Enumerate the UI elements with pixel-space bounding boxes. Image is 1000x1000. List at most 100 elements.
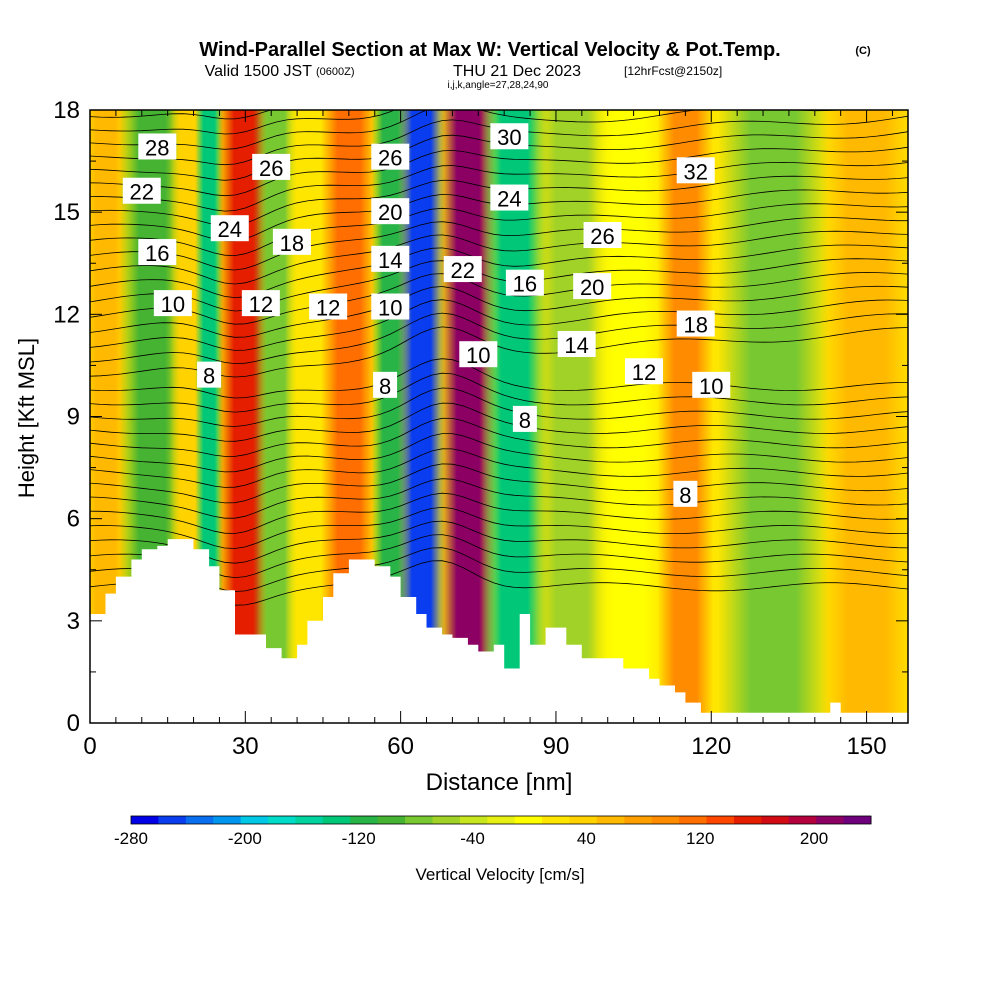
forecast-tag: [12hrFcst@2150z] — [624, 64, 722, 78]
y-tick-label: 0 — [67, 710, 80, 737]
colorbar-swatch — [733, 816, 762, 824]
isentrope-line — [90, 312, 908, 365]
y-tick-label: 3 — [67, 608, 80, 635]
isentrope-line — [90, 372, 908, 413]
contour-label: 20 — [573, 273, 612, 300]
contour-label-box — [371, 143, 410, 170]
isentrope-line — [90, 520, 908, 564]
colorbar-tick-label: 200 — [800, 829, 828, 848]
contour-label-box — [512, 405, 537, 432]
contour-label-text: 18 — [280, 231, 304, 256]
contour-label: 28 — [138, 133, 177, 160]
contour-label-box — [309, 293, 348, 320]
contour-label-box — [443, 256, 482, 283]
isentrope-line — [90, 230, 908, 285]
colorbar-swatch — [651, 816, 680, 824]
contour-label-box — [490, 123, 529, 150]
terrain-mask — [90, 539, 908, 723]
contour-label-box — [371, 245, 410, 272]
colorbar-swatch — [679, 816, 708, 824]
valid-utc: (0600Z) — [316, 66, 355, 78]
contour-label-text: 8 — [379, 374, 391, 399]
colorbar-tick-label: -120 — [342, 829, 376, 848]
indices-label: i,j,k,angle=27,28,24,90 — [448, 80, 549, 91]
colorbar-title: Vertical Velocity [cm/s] — [415, 865, 584, 884]
y-tick-label: 18 — [53, 97, 80, 124]
isentrope-line — [90, 506, 908, 549]
colorbar-swatch — [185, 816, 214, 824]
chart-subtitle: Valid 1500 JST (0600Z) THU 21 Dec 2023 [… — [205, 63, 723, 80]
isentrope-line — [90, 463, 908, 504]
copyright-mark: (C) — [855, 45, 871, 57]
contour-label: 18 — [676, 310, 715, 338]
contour-label: 12 — [309, 293, 348, 321]
colorbar-swatch — [569, 816, 598, 824]
contour-label: 8 — [373, 371, 398, 399]
contour-label-text: 24 — [218, 217, 242, 242]
contour-label-text: 18 — [683, 313, 707, 338]
y-axis-title: Height [Kft MSL] — [14, 338, 39, 498]
contour-label: 12 — [241, 290, 280, 317]
isentrope-line — [90, 110, 845, 150]
colorbar-swatch — [131, 816, 159, 824]
colorbar-swatch — [788, 816, 817, 824]
contour-label-text: 8 — [203, 364, 215, 389]
contour-label-box — [676, 310, 715, 337]
contour-label: 8 — [512, 405, 537, 433]
colorbar-swatch — [624, 816, 653, 824]
colorbar-swatch — [322, 816, 351, 824]
x-tick-label: 60 — [387, 733, 414, 760]
contour-label-box — [252, 153, 291, 180]
colorbar-swatch — [459, 816, 488, 824]
contour-label: 26 — [252, 153, 291, 181]
contour-label-text: 10 — [161, 292, 185, 317]
contour-label-box — [573, 273, 612, 300]
contour-label: 30 — [490, 123, 529, 150]
colorbar-swatch — [295, 816, 324, 824]
y-tick-label: 12 — [53, 301, 80, 328]
contour-label: 10 — [371, 293, 410, 321]
contour-label: 14 — [557, 330, 596, 358]
contour-label: 22 — [443, 256, 482, 283]
contour-label-box — [138, 133, 177, 160]
contour-label-box — [373, 371, 398, 398]
contour-label: 10 — [692, 371, 731, 399]
contour-label-box — [673, 480, 698, 507]
colorbar-swatch — [761, 816, 790, 824]
colorbar-swatch — [514, 816, 543, 824]
colorbar-swatch — [432, 816, 461, 824]
colorbar-tick-label: 120 — [686, 829, 714, 848]
isentrope-line — [90, 534, 908, 579]
colorbar-swatch — [816, 816, 845, 824]
contour-label: 12 — [624, 358, 663, 385]
contour-label: 26 — [371, 143, 410, 171]
colorbar-tick-label: -40 — [460, 829, 485, 848]
isentrope-line — [90, 272, 908, 325]
contour-label: 18 — [272, 228, 311, 256]
contour-label: 8 — [197, 361, 222, 389]
contour-label-box — [371, 198, 410, 225]
y-axis: 0 3 6 9 12 15 18 — [53, 97, 908, 737]
isentrope-line — [90, 161, 908, 212]
colorbar-tick-label: 40 — [577, 829, 596, 848]
valid-prefix: Valid 1500 JST — [205, 63, 313, 80]
contour-labels: 28 22 16 10 8 24 26 12 18 12 26 20 14 10 8 30 24 22 16 10 8 2… — [122, 123, 731, 508]
isentrope-line — [90, 217, 908, 271]
contour-label-box — [197, 361, 222, 388]
contour-label-text: 14 — [378, 248, 402, 273]
colorbar-swatch — [542, 816, 571, 824]
contour-label: 14 — [371, 245, 410, 273]
contour-label: 32 — [676, 157, 715, 184]
contour-label-text: 12 — [316, 296, 340, 321]
contour-label-text: 32 — [683, 159, 707, 184]
contour-label-text: 12 — [632, 360, 656, 385]
chart-title: Wind-Parallel Section at Max W: Vertical… — [199, 39, 780, 61]
contour-label-text: 28 — [145, 135, 169, 160]
contour-label-text: 26 — [590, 224, 614, 249]
contour-label-text: 22 — [130, 180, 154, 205]
contour-label-text: 22 — [451, 258, 475, 283]
velocity-band — [717, 110, 830, 723]
x-axis-title: Distance [nm] — [426, 769, 573, 796]
isentrope-line — [90, 285, 908, 338]
contour-label-text: 20 — [378, 200, 402, 225]
